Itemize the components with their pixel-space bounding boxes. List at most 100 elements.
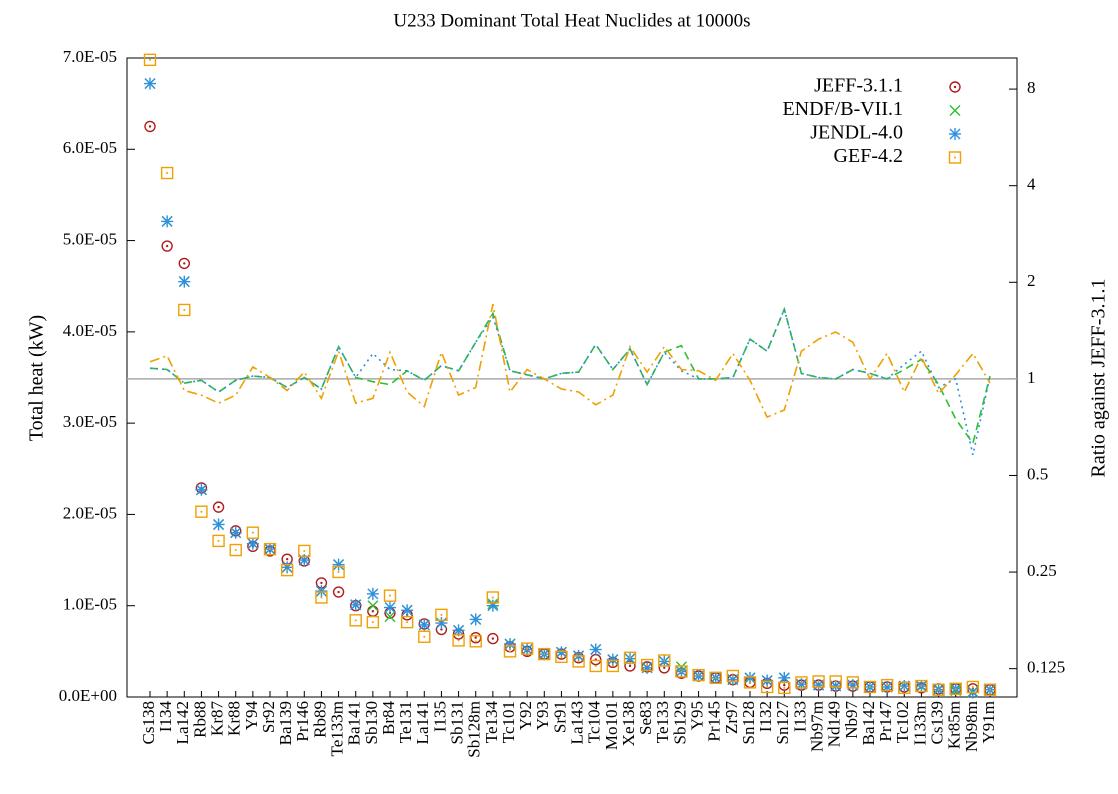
x-tick-label: Sb128m [465,701,484,758]
x-tick-label: Tc104 [585,701,604,744]
marker [332,565,345,579]
marker-dot [320,596,323,599]
marker-stroke [246,526,260,539]
y-tick-label: 3.0E-05 [63,412,117,431]
marker-stroke [863,680,877,694]
marker-dot [697,674,700,677]
marker-stroke [280,563,294,577]
marker-stroke [418,630,431,643]
marker-stroke [349,614,362,627]
marker [280,563,294,577]
marker [349,614,362,627]
marker-dot [457,639,460,642]
x-tick-label: Ba142 [859,701,878,745]
marker-stroke [640,658,654,672]
x-tick-label: Sr91 [550,701,569,733]
marker [743,676,757,689]
marker-dot [903,686,906,689]
marker [178,257,190,270]
x-tick-label: Te131 [396,701,415,743]
marker [366,615,380,629]
x-tick-label: I134 [156,701,175,733]
marker-stroke [212,501,225,513]
marker [915,679,928,693]
marker-dot [920,685,923,688]
marker-dot [543,653,546,656]
x-tick-label: I135 [430,701,449,732]
marker-stroke [949,682,962,695]
marker-dot [971,685,974,688]
marker [948,151,962,164]
marker-stroke [812,675,825,688]
marker-stroke [606,659,620,673]
marker-stroke [384,611,396,623]
y-axis-label: Total heat (kW) [26,315,48,441]
marker-dot [303,549,306,552]
x-tick-label: Sb130 [362,701,381,744]
marker [298,544,311,558]
marker [949,105,961,116]
marker-stroke [503,645,517,658]
marker-dot [337,570,340,573]
marker-dot [886,684,889,687]
x-tick-label: Tc101 [499,701,518,743]
marker [949,128,961,140]
y2-tick-label: 4 [1027,175,1036,194]
marker [675,665,688,678]
marker [795,676,808,689]
marker-stroke [898,681,911,695]
marker-dot [526,647,529,650]
y-tick-label: 2.0E-05 [63,503,117,522]
marker-dot [217,539,220,542]
x-tick-label: I133m [910,701,929,745]
x-tick-label: La143 [567,701,586,744]
chart-title: U233 Dominant Total Heat Nuclides at 100… [393,10,750,31]
legend-label: ENDF/B-VII.1 [782,98,903,120]
marker-dot [577,660,580,663]
marker [315,585,328,598]
marker-dot [834,680,837,683]
marker [384,601,396,614]
y2-tick-label: 0.5 [1027,464,1048,483]
marker [195,505,208,518]
marker [366,587,379,600]
x-tick-label: Te134 [482,701,501,744]
marker-stroke [315,591,328,604]
marker-stroke [298,544,311,558]
marker-dot [183,308,186,311]
marker-stroke [435,608,448,622]
marker [812,675,825,688]
marker [246,537,259,550]
marker-dot [783,683,786,687]
marker-dot [714,676,717,679]
marker-dot [285,557,289,561]
marker [589,659,602,673]
marker [572,655,585,668]
marker-dot [749,681,751,684]
marker [932,683,945,696]
marker [486,599,499,612]
ratio-line [149,306,991,455]
marker [983,683,997,696]
marker [829,675,842,688]
marker [229,543,242,557]
marker [144,77,156,90]
marker [778,681,791,695]
x-tick-label: La141 [413,701,432,744]
marker-dot [954,687,957,690]
legend-label: JEFF-3.1.1 [814,75,903,97]
marker [383,589,397,602]
marker [606,653,619,666]
marker [178,303,191,317]
marker [452,634,465,647]
marker [195,483,208,496]
marker-dot [354,619,357,622]
x-tick-label: Sb131 [447,701,466,744]
legend-label: JENDL-4.0 [810,122,903,144]
y-tick-label: 4.0E-05 [63,321,117,340]
marker-stroke [829,675,842,688]
marker-dot [406,621,409,624]
x-tick-label: Kr85m [945,701,964,749]
marker-dot [183,262,186,265]
x-tick-label: Nd149 [825,701,844,747]
